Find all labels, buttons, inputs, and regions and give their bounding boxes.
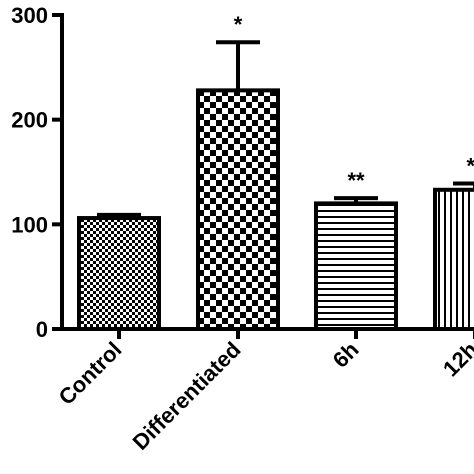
significance-marker: ** bbox=[466, 154, 474, 179]
y-tick-label: 100 bbox=[11, 212, 48, 237]
x-tick-label: 12h bbox=[438, 337, 474, 381]
bar-control bbox=[77, 216, 161, 331]
y-tick-label: 200 bbox=[11, 108, 48, 133]
bar-12h bbox=[433, 187, 474, 331]
y-tick-label: 0 bbox=[36, 317, 48, 342]
y-axis: 0 100 200 300 bbox=[11, 3, 64, 342]
bar-differentiated bbox=[196, 88, 280, 331]
significance-labels: ***** bbox=[234, 12, 474, 193]
significance-marker: ** bbox=[347, 168, 365, 193]
x-tick-labels: Control Differentiated 6h 12h bbox=[54, 337, 474, 455]
y-tick-label: 300 bbox=[11, 3, 48, 28]
error-bars-group bbox=[97, 40, 474, 219]
significance-marker: * bbox=[234, 12, 243, 37]
bars-group bbox=[77, 88, 474, 331]
x-tick-label: Differentiated bbox=[128, 337, 246, 455]
x-tick-label: Control bbox=[54, 337, 127, 410]
x-tick-label: 6h bbox=[328, 337, 364, 373]
bar-6h bbox=[314, 201, 398, 331]
